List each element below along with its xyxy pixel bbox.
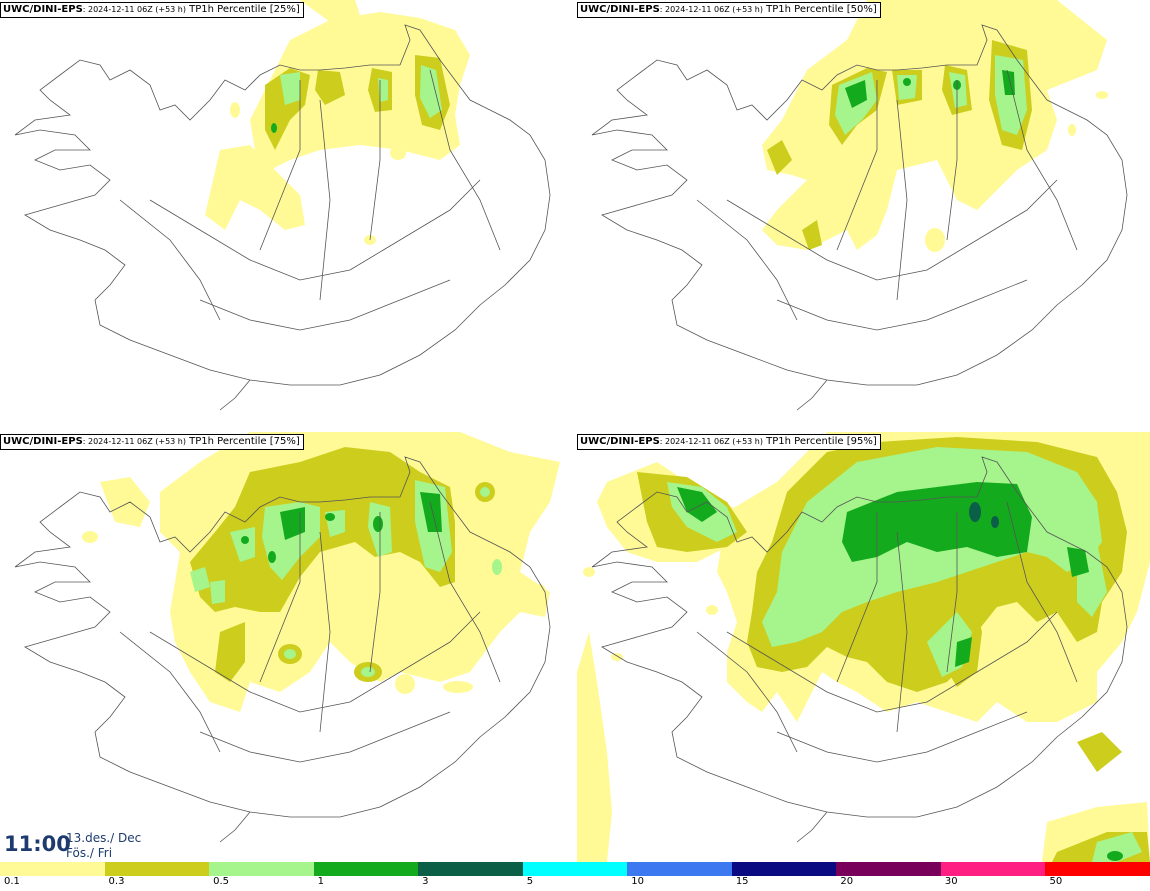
map-panel-p95: UWC/DINI-EPS: 2024-12-11 06Z (+53 h) TP1… [577,432,1150,862]
field-description: TP1h Percentile [75%] [185,436,300,447]
colorbar-swatch [836,862,942,876]
colorbar-tick-label: 3 [422,876,429,887]
model-name: UWC/DINI-EPS [3,436,83,447]
precip-map-p25 [14,0,551,411]
colorbar-swatch [418,862,524,876]
map-panel-p25: UWC/DINI-EPS: 2024-12-11 06Z (+53 h) TP1… [0,0,573,430]
precip-field [577,432,1150,862]
colorbar [0,862,1150,876]
precip-field [82,432,560,712]
panel-title-p25: UWC/DINI-EPS: 2024-12-11 06Z (+53 h) TP1… [0,2,304,18]
valid-date: 13.des./ Dec [66,831,142,845]
valid-time-box: 11:00 13.des./ Dec Fös./ Fri [0,828,145,862]
panel-title-p95: UWC/DINI-EPS: 2024-12-11 06Z (+53 h) TP1… [577,434,881,450]
precip-map-p95 [577,432,1150,862]
precip-map-p75 [14,432,560,843]
colorbar-tick-label: 5 [526,876,534,887]
iceland-coastline [14,24,551,411]
model-name: UWC/DINI-EPS [3,4,83,15]
run-info: : 2024-12-11 06Z (+53 h) [659,437,763,446]
precip-field [762,0,1108,252]
colorbar-tick-label: 10 [631,876,644,887]
colorbar-swatch [627,862,733,876]
valid-weekday: Fös./ Fri [66,846,113,860]
valid-time: 11:00 [4,832,71,856]
precip-field [205,0,470,245]
model-name: UWC/DINI-EPS [580,4,660,15]
colorbar-swatch [313,862,419,876]
panel-title-p50: UWC/DINI-EPS: 2024-12-11 06Z (+53 h) TP1… [577,2,881,18]
run-info: : 2024-12-11 06Z (+53 h) [82,437,186,446]
run-info: : 2024-12-11 06Z (+53 h) [659,5,763,14]
colorbar-swatch [1045,862,1150,876]
colorbar-tick-label: 0.5 [213,876,229,887]
iceland-coastline [14,456,551,843]
run-info: : 2024-12-11 06Z (+53 h) [82,5,186,14]
colorbar-tick-label: 30 [944,876,958,887]
colorbar-tick-label: 0.3 [108,876,125,887]
colorbar-swatch [522,862,628,876]
map-panel-p50: UWC/DINI-EPS: 2024-12-11 06Z (+53 h) TP1… [577,0,1150,430]
colorbar-tick-label: 0.1 [4,876,20,887]
colorbar-swatch [209,862,315,876]
colorbar-tick-label: 50 [1049,876,1063,887]
model-name: UWC/DINI-EPS [580,436,660,447]
colorbar-swatch [940,862,1046,876]
iceland-coastline [591,456,1128,843]
colorbar-swatch [0,862,106,876]
precip-map-p50 [591,0,1128,411]
field-description: TP1h Percentile [50%] [762,4,877,15]
iceland-coastline [591,24,1128,411]
field-description: TP1h Percentile [95%] [762,436,877,447]
colorbar-tick-label: 20 [840,876,854,887]
colorbar-tick-label: 15 [735,876,749,887]
panel-title-p75: UWC/DINI-EPS: 2024-12-11 06Z (+53 h) TP1… [0,434,304,450]
colorbar-swatch [104,862,210,876]
colorbar-tick-label: 1 [317,876,324,887]
colorbar-swatch [731,862,837,876]
map-panel-p75: UWC/DINI-EPS: 2024-12-11 06Z (+53 h) TP1… [0,432,573,862]
field-description: TP1h Percentile [25%] [185,4,300,15]
